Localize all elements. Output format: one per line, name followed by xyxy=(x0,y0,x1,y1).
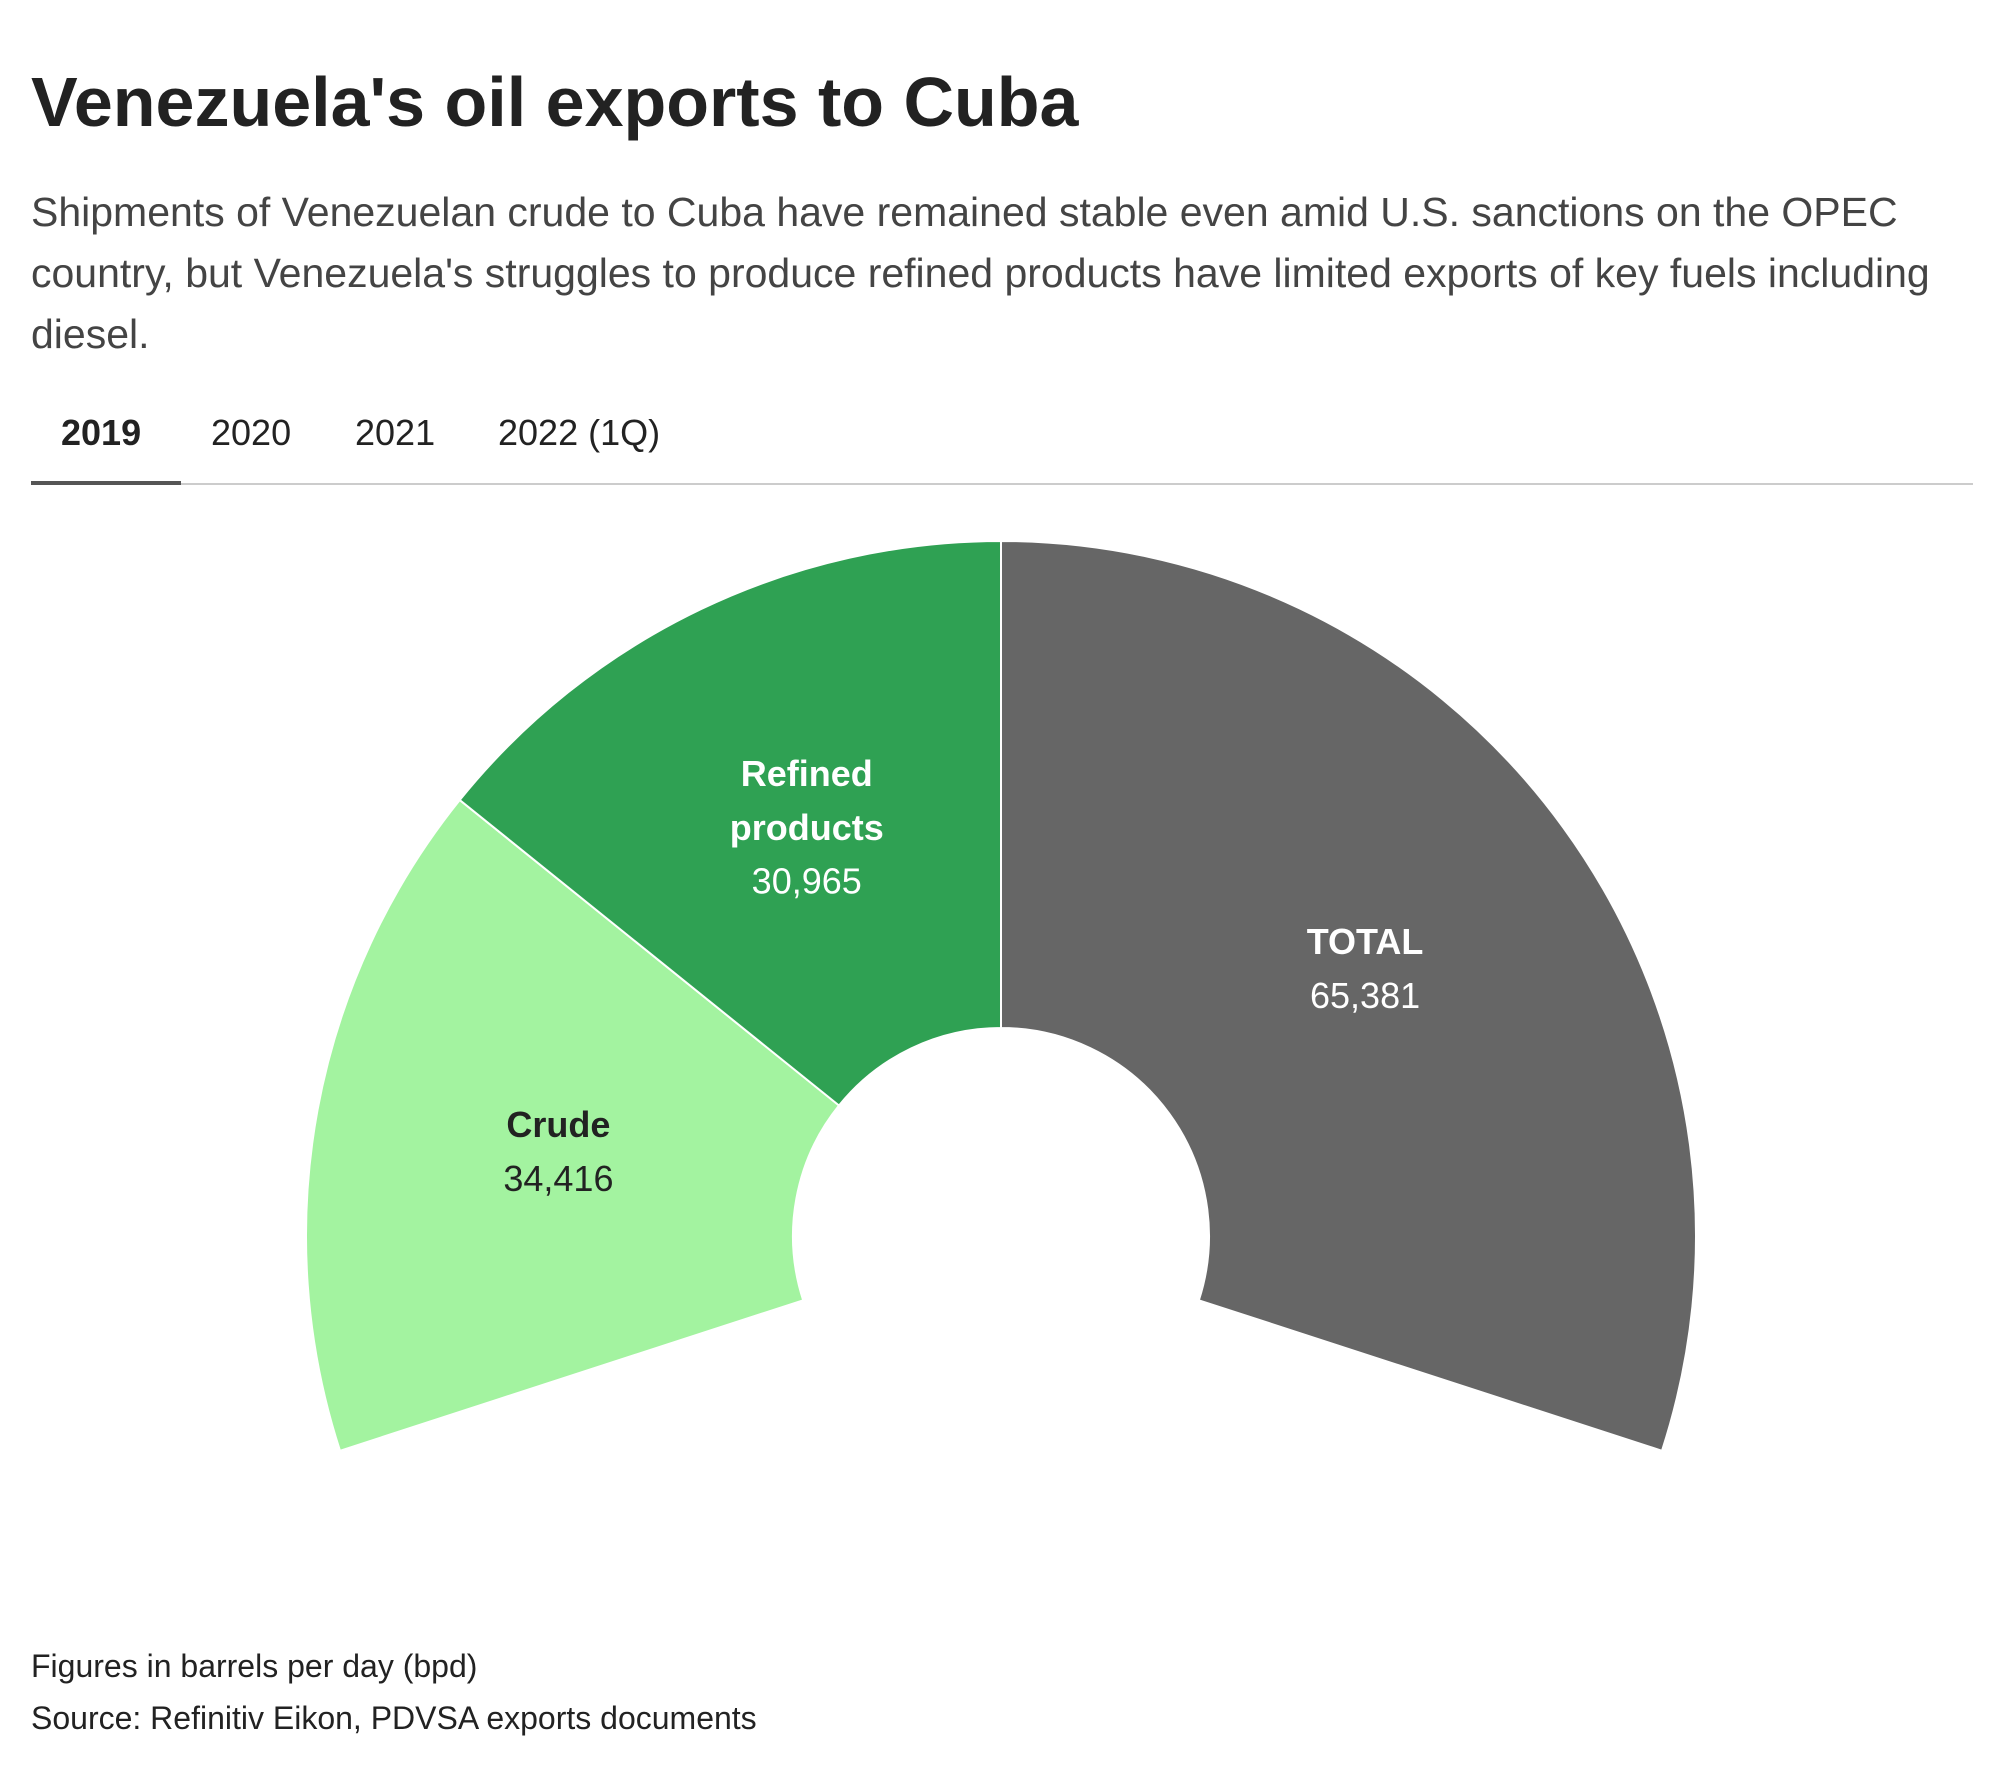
subtitle: Shipments of Venezuelan crude to Cuba ha… xyxy=(31,189,1930,357)
source: Source: Refinitiv Eikon, PDVSA exports d… xyxy=(31,1700,757,1736)
title: Venezuela's oil exports to Cuba xyxy=(31,63,1079,141)
value-label: 65,381 xyxy=(1310,975,1420,1016)
active-tab-underline xyxy=(31,481,181,485)
segment-label: Crude xyxy=(506,1104,610,1145)
tab[interactable]: 2019 xyxy=(61,412,142,453)
segment xyxy=(1000,539,1697,1453)
segment xyxy=(305,798,841,1453)
segment xyxy=(458,539,1002,1107)
tab-rule xyxy=(31,483,1973,485)
value-label: 30,965 xyxy=(752,861,862,902)
tab[interactable]: 2021 xyxy=(355,412,436,453)
segment-label: Refined products xyxy=(730,753,884,848)
segment-label: TOTAL xyxy=(1307,921,1424,962)
value-label: 34,416 xyxy=(503,1158,613,1199)
chart: Crude 34,416 Refined products 30,965 TOTAL 65,… xyxy=(305,539,1697,1453)
tab[interactable]: 2020 xyxy=(211,412,292,453)
tab[interactable]: 2022 (1Q) xyxy=(498,412,661,453)
note: Figures in barrels per day (bpd) xyxy=(31,1648,478,1684)
